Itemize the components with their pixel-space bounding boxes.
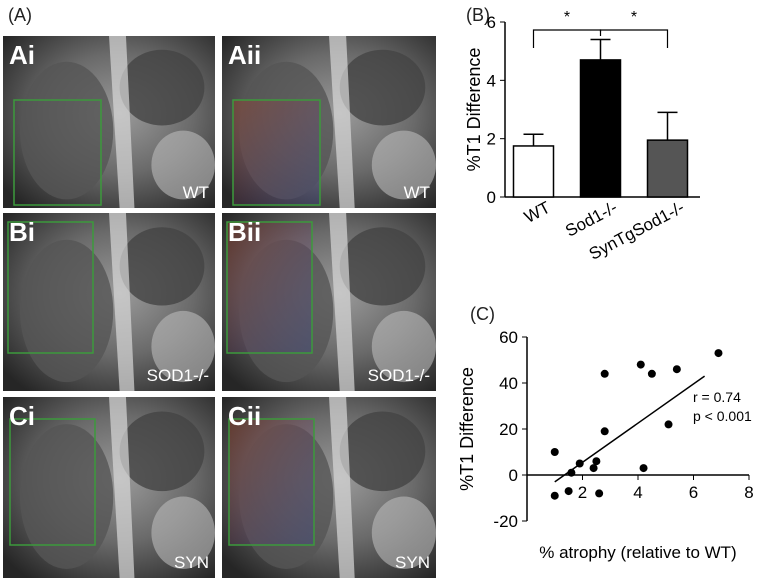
- annotation: r = 0.74: [693, 389, 741, 405]
- x-axis-label: % atrophy (relative to WT): [539, 543, 736, 562]
- x-tick-label: 4: [633, 483, 642, 502]
- x-tick-label: 6: [689, 483, 698, 502]
- mri-structure: [329, 213, 355, 391]
- y-tick-label: -20: [493, 512, 518, 531]
- data-point: [550, 448, 559, 456]
- data-point: [664, 420, 673, 429]
- overlay: [233, 100, 320, 205]
- panel-label: (C): [470, 304, 495, 324]
- mri-structure: [339, 411, 426, 492]
- mri-structure: [151, 130, 215, 200]
- mri-structure: [339, 49, 426, 126]
- roi-box: [226, 221, 313, 354]
- image-label: SOD1-/-: [368, 366, 430, 385]
- y-tick-label: 2: [487, 130, 496, 149]
- significance-label: *: [564, 9, 570, 26]
- image-label: WT: [404, 183, 430, 202]
- data-point: [672, 365, 681, 374]
- mri-structure: [119, 411, 205, 492]
- roi-box: [228, 418, 315, 546]
- y-axis-label: %T1 Difference: [464, 48, 484, 172]
- bar: [579, 59, 622, 198]
- data-point: [564, 487, 573, 496]
- data-point: [589, 464, 598, 473]
- mri-structure: [371, 496, 436, 569]
- image-label: WT: [183, 183, 209, 202]
- panel-label: (B): [466, 5, 490, 25]
- mri-structure: [119, 227, 205, 306]
- data-point: [600, 427, 609, 436]
- y-tick-label: 0: [509, 466, 518, 485]
- data-point: [714, 349, 723, 358]
- image-label: SYN: [174, 553, 209, 572]
- y-tick-label: 0: [487, 188, 496, 207]
- bar: [646, 139, 689, 198]
- data-point: [550, 491, 559, 500]
- trend-line: [554, 375, 706, 483]
- annotation: p < 0.001: [693, 408, 752, 424]
- error-bar: [657, 111, 678, 141]
- data-point: [595, 489, 604, 498]
- data-point: [600, 369, 609, 378]
- image-id: Bi: [9, 217, 35, 247]
- image-id: Cii: [228, 401, 261, 431]
- roi-box: [13, 99, 102, 206]
- error-bar: [590, 38, 611, 60]
- bar: [512, 145, 555, 198]
- x-tick-label: 8: [744, 483, 753, 502]
- roi-box: [232, 99, 321, 206]
- mri-structure: [329, 36, 355, 208]
- image-id: Aii: [228, 40, 261, 70]
- data-point: [592, 457, 601, 466]
- x-tick-label: WT: [521, 198, 553, 227]
- image-id: Ai: [9, 40, 35, 70]
- data-point: [639, 464, 648, 473]
- significance-bracket: [532, 29, 602, 48]
- y-axis-label: %T1 Difference: [457, 367, 477, 491]
- mri-structure: [329, 397, 355, 578]
- significance-label: *: [631, 9, 637, 26]
- y-tick-label: 4: [487, 71, 496, 90]
- image-id: Bii: [228, 217, 261, 247]
- mri-structure: [339, 227, 426, 306]
- mri-structure: [19, 239, 114, 383]
- mri-structure: [151, 496, 215, 569]
- overlay: [227, 222, 312, 353]
- significance-bracket: [599, 29, 669, 48]
- mri-structure: [371, 310, 436, 383]
- mri-structure: [119, 49, 205, 126]
- image-label: SOD1-/-: [147, 366, 209, 385]
- roi-box: [9, 418, 96, 546]
- y-tick-label: 40: [499, 374, 518, 393]
- y-tick-label: 20: [499, 420, 518, 439]
- image-label: SYN: [395, 553, 430, 572]
- mri-structure: [19, 61, 114, 200]
- y-tick-label: 6: [487, 13, 496, 32]
- data-point: [647, 369, 656, 378]
- roi-box: [7, 221, 94, 354]
- overlay: [229, 419, 314, 545]
- mri-structure: [19, 424, 114, 569]
- panel-label: (A): [8, 5, 32, 25]
- error-bar: [523, 133, 544, 146]
- data-point: [636, 360, 645, 369]
- mri-structure: [371, 130, 436, 200]
- y-tick-label: 60: [499, 328, 518, 347]
- mri-structure: [109, 36, 135, 208]
- mri-structure: [109, 213, 135, 391]
- mri-structure: [151, 310, 215, 383]
- mri-structure: [109, 397, 135, 578]
- image-id: Ci: [9, 401, 35, 431]
- x-tick-label: 2: [578, 483, 587, 502]
